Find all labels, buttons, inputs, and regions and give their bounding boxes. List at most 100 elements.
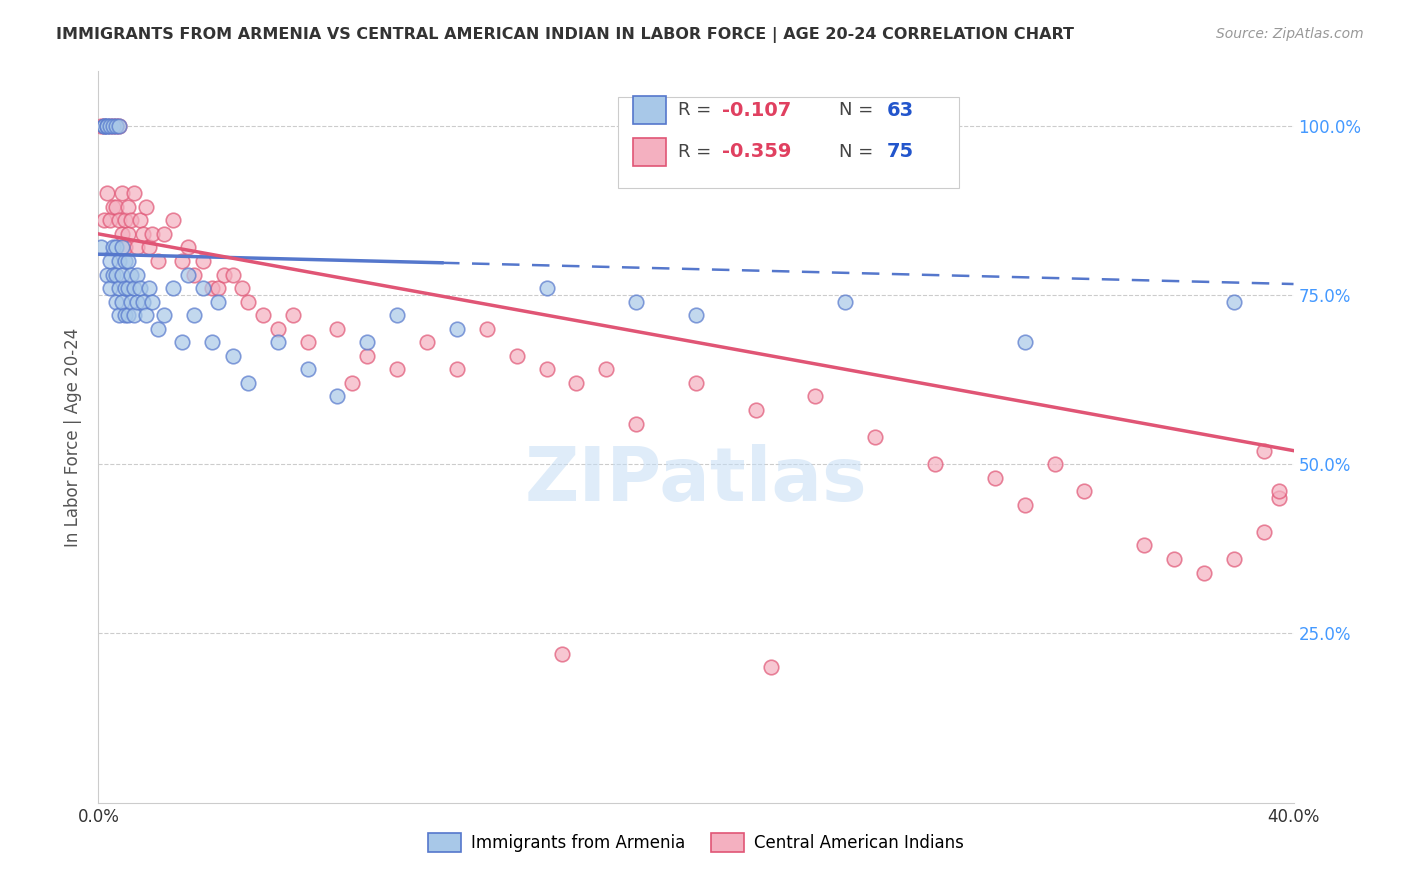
Point: [1014, 335, 1036, 350]
Point: [103, 119, 125, 133]
Point: [114, 308, 136, 322]
Point: [356, 335, 378, 350]
Point: [297, 362, 319, 376]
Point: [93, 119, 115, 133]
Point: [326, 389, 349, 403]
Point: [138, 281, 160, 295]
Point: [108, 281, 131, 295]
Point: [1223, 294, 1246, 309]
Point: [120, 268, 142, 282]
Point: [124, 186, 146, 201]
Text: R =: R =: [678, 101, 717, 120]
Text: Source: ZipAtlas.com: Source: ZipAtlas.com: [1216, 27, 1364, 41]
Point: [124, 281, 146, 295]
Point: [96, 186, 118, 201]
Bar: [633, 96, 666, 124]
Point: [745, 403, 768, 417]
Text: 63: 63: [887, 101, 914, 120]
Point: [222, 268, 245, 282]
Point: [207, 294, 229, 309]
Point: [120, 294, 142, 309]
Point: [342, 376, 364, 390]
Point: [132, 294, 155, 309]
Point: [117, 200, 139, 214]
Point: [1267, 491, 1289, 505]
Point: [236, 376, 259, 390]
Point: [1267, 484, 1289, 499]
Point: [231, 281, 253, 295]
Text: R =: R =: [678, 143, 717, 161]
Point: [385, 308, 409, 322]
Point: [90, 240, 112, 254]
Point: [105, 294, 128, 309]
Point: [177, 240, 200, 254]
Point: [135, 308, 157, 322]
Point: [105, 268, 128, 282]
Point: [183, 308, 205, 322]
Point: [98, 281, 122, 295]
Point: [114, 254, 136, 268]
Point: [252, 308, 274, 322]
Point: [111, 240, 134, 254]
Text: N =: N =: [839, 101, 879, 120]
Point: [153, 308, 176, 322]
Point: [356, 349, 378, 363]
Point: [98, 119, 122, 133]
Point: [108, 254, 131, 268]
Bar: [633, 138, 666, 166]
Text: -0.359: -0.359: [723, 143, 792, 161]
Y-axis label: In Labor Force | Age 20-24: In Labor Force | Age 20-24: [65, 327, 83, 547]
Point: [236, 294, 259, 309]
Point: [804, 389, 827, 403]
Point: [108, 213, 131, 227]
Point: [506, 349, 529, 363]
Point: [135, 200, 157, 214]
Point: [127, 268, 149, 282]
Point: [117, 227, 139, 241]
Point: [120, 213, 142, 227]
Point: [93, 213, 115, 227]
Point: [685, 308, 707, 322]
Point: [207, 281, 229, 295]
Point: [475, 322, 498, 336]
Point: [626, 417, 648, 431]
Point: [267, 335, 290, 350]
Point: [111, 227, 134, 241]
Point: [183, 268, 205, 282]
Point: [127, 240, 149, 254]
Point: [114, 281, 136, 295]
Point: [148, 254, 170, 268]
Point: [924, 457, 946, 471]
Point: [141, 227, 163, 241]
Point: [385, 362, 409, 376]
Point: [114, 213, 136, 227]
Point: [536, 362, 558, 376]
Point: [162, 213, 184, 227]
Point: [93, 119, 115, 133]
Point: [105, 240, 128, 254]
Point: [1043, 457, 1066, 471]
Point: [148, 322, 170, 336]
Point: [132, 227, 155, 241]
Point: [114, 240, 136, 254]
Text: N =: N =: [839, 143, 879, 161]
Point: [626, 294, 648, 309]
Point: [191, 281, 214, 295]
Point: [103, 240, 125, 254]
Point: [416, 335, 439, 350]
Point: [297, 335, 319, 350]
Point: [105, 119, 128, 133]
Point: [1192, 566, 1215, 580]
Point: [93, 119, 115, 133]
Point: [127, 294, 149, 309]
Point: [96, 119, 118, 133]
Text: 75: 75: [887, 143, 914, 161]
Point: [201, 281, 224, 295]
Point: [865, 430, 887, 444]
Point: [153, 227, 176, 241]
Point: [1014, 498, 1036, 512]
Point: [984, 471, 1007, 485]
Point: [536, 281, 558, 295]
FancyBboxPatch shape: [619, 97, 959, 188]
Point: [162, 281, 184, 295]
